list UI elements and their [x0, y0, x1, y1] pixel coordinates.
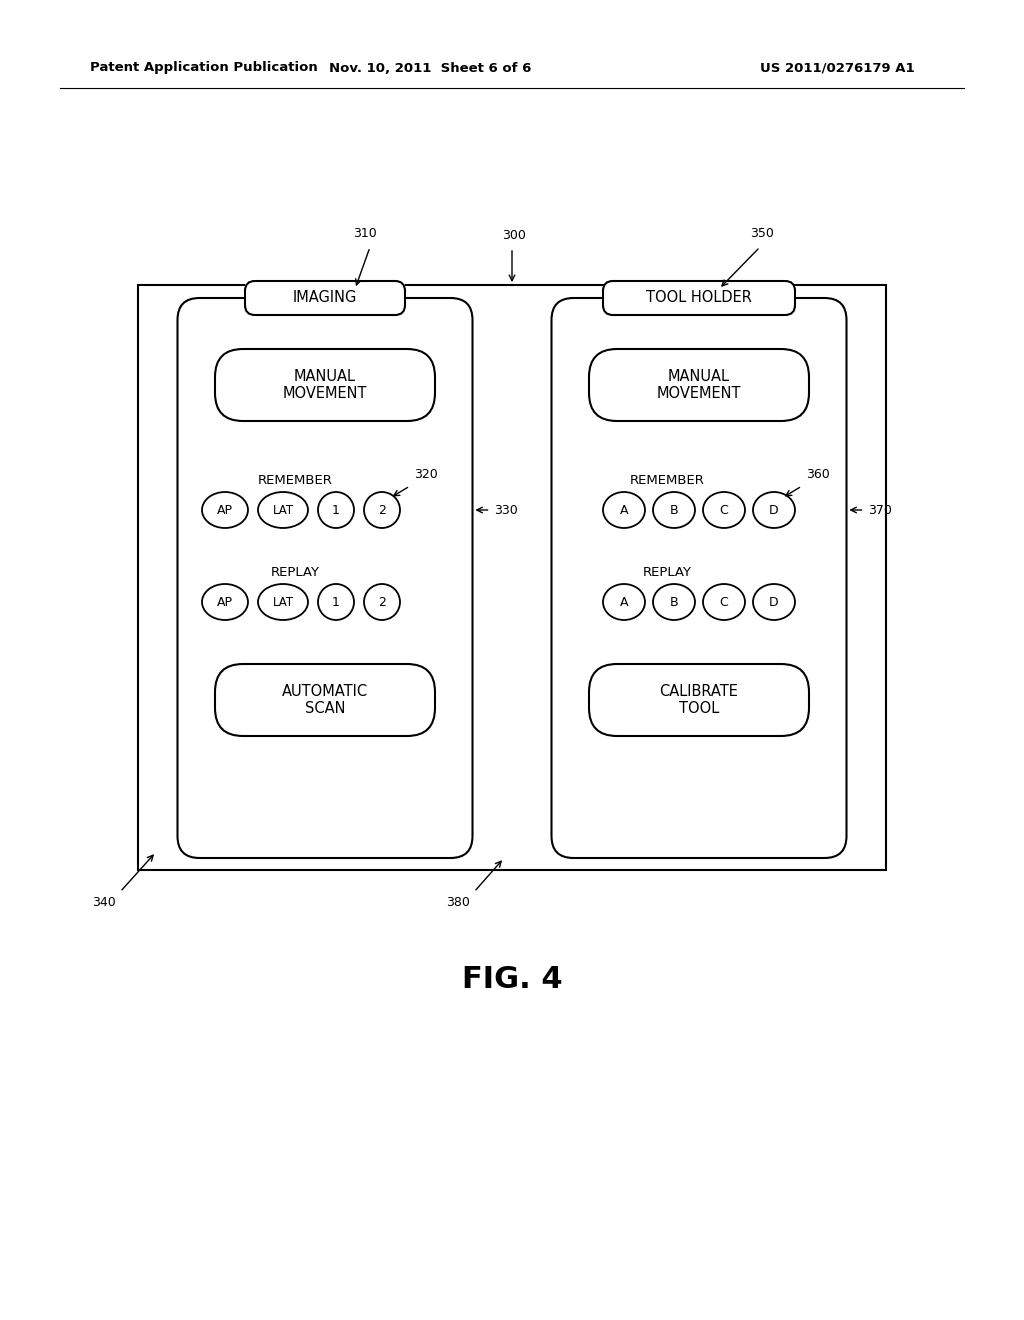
FancyBboxPatch shape [589, 664, 809, 737]
Ellipse shape [318, 492, 354, 528]
Ellipse shape [603, 492, 645, 528]
Ellipse shape [703, 492, 745, 528]
Text: LAT: LAT [272, 595, 294, 609]
Text: CALIBRATE
TOOL: CALIBRATE TOOL [659, 684, 738, 717]
FancyBboxPatch shape [245, 281, 406, 315]
Text: US 2011/0276179 A1: US 2011/0276179 A1 [760, 62, 914, 74]
Text: 330: 330 [495, 503, 518, 516]
Text: 380: 380 [446, 896, 470, 909]
Ellipse shape [603, 583, 645, 620]
Bar [138, 285, 886, 870]
Text: A: A [620, 595, 629, 609]
Ellipse shape [653, 583, 695, 620]
Text: 350: 350 [750, 227, 774, 240]
FancyBboxPatch shape [589, 348, 809, 421]
Text: 1: 1 [332, 595, 340, 609]
Ellipse shape [258, 492, 308, 528]
Text: MANUAL
MOVEMENT: MANUAL MOVEMENT [656, 368, 741, 401]
Ellipse shape [258, 583, 308, 620]
FancyBboxPatch shape [603, 281, 795, 315]
Text: C: C [720, 503, 728, 516]
Text: LAT: LAT [272, 503, 294, 516]
Ellipse shape [753, 492, 795, 528]
Bar [247, 292, 403, 302]
Ellipse shape [202, 583, 248, 620]
Text: A: A [620, 503, 629, 516]
Ellipse shape [202, 492, 248, 528]
FancyBboxPatch shape [215, 348, 435, 421]
Ellipse shape [318, 583, 354, 620]
Text: Patent Application Publication: Patent Application Publication [90, 62, 317, 74]
Bar [604, 279, 794, 290]
Text: IMAGING: IMAGING [293, 290, 357, 305]
Ellipse shape [364, 583, 400, 620]
Text: Nov. 10, 2011  Sheet 6 of 6: Nov. 10, 2011 Sheet 6 of 6 [329, 62, 531, 74]
FancyBboxPatch shape [552, 298, 847, 858]
Text: AP: AP [217, 503, 233, 516]
Text: C: C [720, 595, 728, 609]
Text: B: B [670, 595, 678, 609]
Text: 370: 370 [868, 503, 892, 516]
Text: REPLAY: REPLAY [270, 565, 319, 578]
Ellipse shape [753, 583, 795, 620]
Text: AP: AP [217, 595, 233, 609]
Text: TOOL HOLDER: TOOL HOLDER [646, 290, 752, 305]
Text: 300: 300 [502, 228, 526, 242]
Text: 320: 320 [414, 469, 437, 480]
Text: 1: 1 [332, 503, 340, 516]
FancyBboxPatch shape [177, 298, 472, 858]
Text: REMEMBER: REMEMBER [258, 474, 333, 487]
FancyBboxPatch shape [215, 664, 435, 737]
Text: AUTOMATIC
SCAN: AUTOMATIC SCAN [282, 684, 368, 717]
Text: 2: 2 [378, 595, 386, 609]
Text: 310: 310 [353, 227, 377, 240]
Text: 2: 2 [378, 503, 386, 516]
Text: 340: 340 [92, 896, 116, 909]
Bar [606, 292, 792, 302]
Bar [245, 279, 406, 290]
Text: MANUAL
MOVEMENT: MANUAL MOVEMENT [283, 368, 368, 401]
Text: REPLAY: REPLAY [642, 565, 691, 578]
Text: 360: 360 [806, 469, 829, 480]
Ellipse shape [364, 492, 400, 528]
Text: REMEMBER: REMEMBER [630, 474, 705, 487]
Ellipse shape [653, 492, 695, 528]
Text: B: B [670, 503, 678, 516]
Text: FIG. 4: FIG. 4 [462, 965, 562, 994]
Text: D: D [769, 595, 779, 609]
Ellipse shape [703, 583, 745, 620]
Text: D: D [769, 503, 779, 516]
